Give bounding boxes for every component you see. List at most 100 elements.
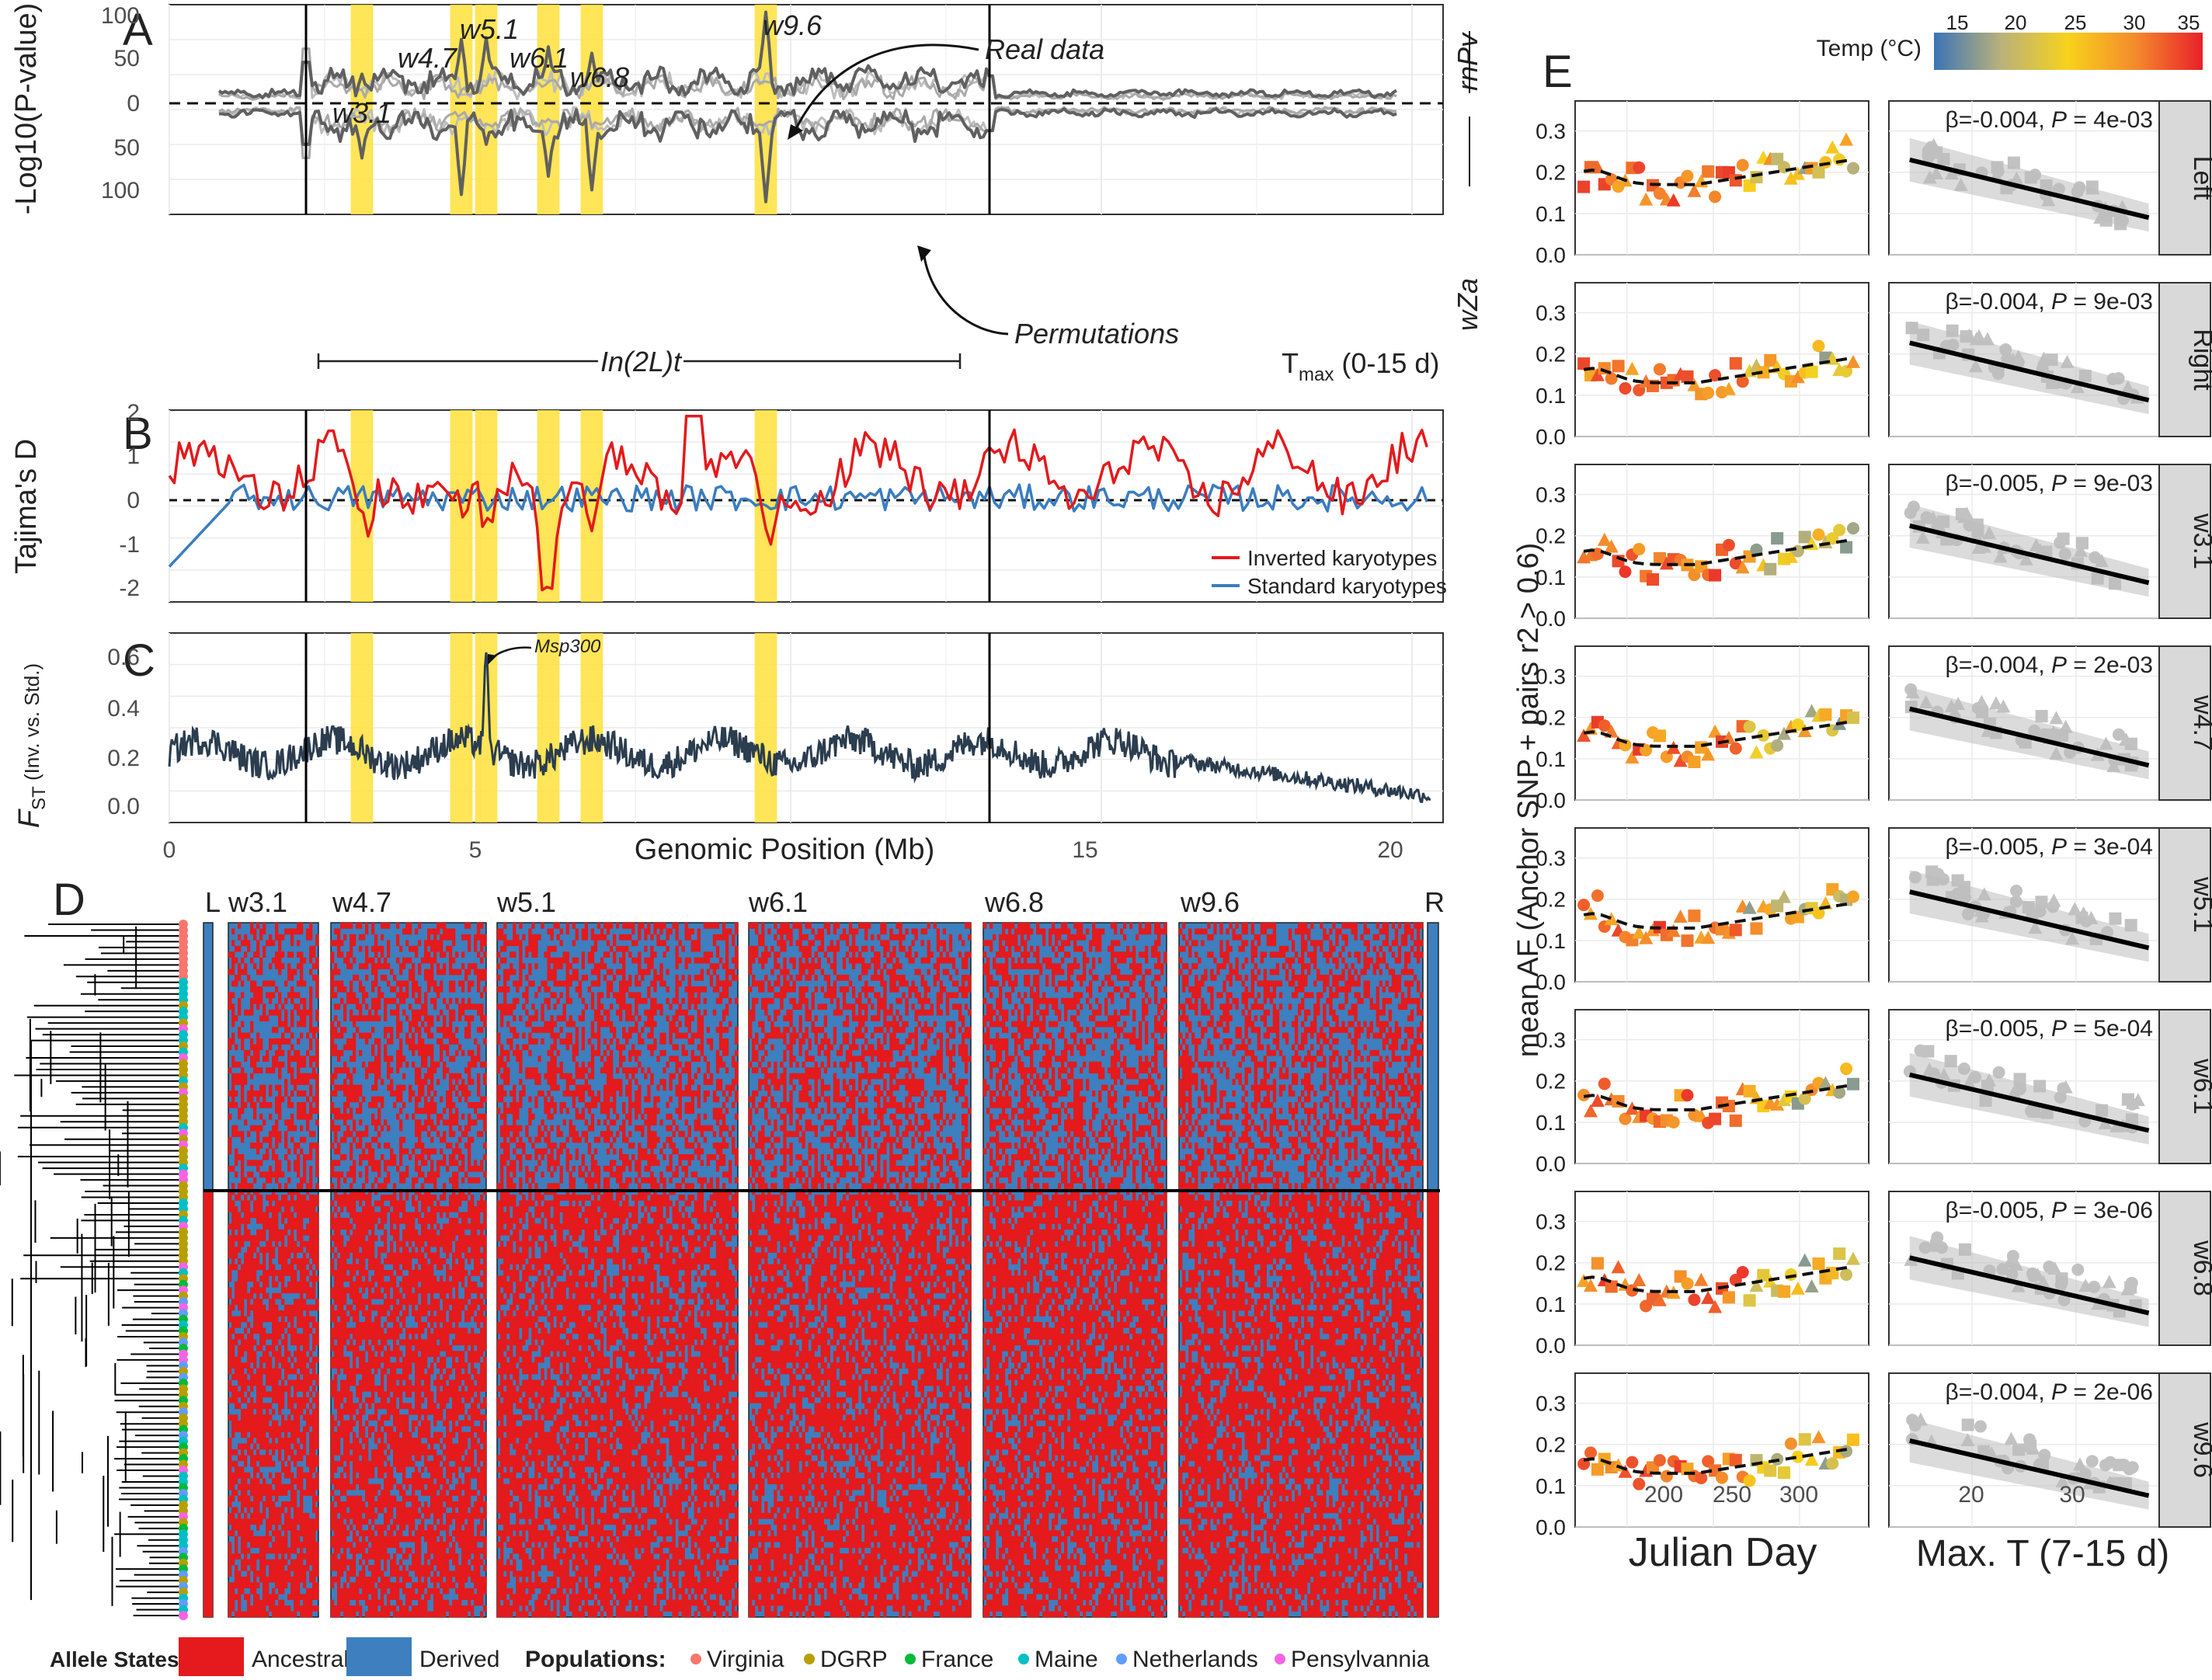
heatmap-cell xyxy=(263,1223,266,1230)
heatmap-cell xyxy=(259,1461,263,1467)
heatmap-cell xyxy=(290,1328,294,1334)
heatmap-cell xyxy=(396,1027,399,1033)
heatmap-cell xyxy=(278,1577,281,1583)
heatmap-cell xyxy=(337,1478,340,1484)
heatmap-cell xyxy=(356,1247,359,1253)
heatmap-cell xyxy=(312,1397,315,1403)
heatmap-cell xyxy=(250,1287,253,1293)
heatmap-cell xyxy=(371,1386,374,1392)
heatmap-cell xyxy=(253,1542,256,1548)
heatmap-cell xyxy=(250,1553,253,1560)
heatmap-cell xyxy=(275,1119,278,1125)
heatmap-cell xyxy=(256,1328,259,1334)
heatmap-cell xyxy=(253,1455,256,1461)
heatmap-cell xyxy=(387,1351,390,1357)
heatmap-cell xyxy=(368,1334,371,1340)
heatmap-cell xyxy=(247,1183,250,1189)
heatmap-cell xyxy=(343,1530,346,1536)
heatmap-cell xyxy=(353,1449,356,1456)
heatmap-cell xyxy=(427,1131,430,1137)
heatmap-cell xyxy=(263,1334,266,1340)
heatmap-cell xyxy=(238,1223,241,1230)
heatmap-cell xyxy=(350,1097,353,1103)
heatmap-cell xyxy=(247,1403,250,1409)
heatmap-cell xyxy=(353,1212,356,1219)
heatmap-cell xyxy=(315,1258,318,1264)
heatmap-cell xyxy=(346,1594,350,1600)
heatmap-cell xyxy=(381,1525,384,1531)
heatmap-cell xyxy=(278,1073,281,1080)
heatmap-cell xyxy=(350,1079,353,1085)
heatmap-cell xyxy=(266,992,269,998)
heatmap-cell xyxy=(415,1287,418,1293)
heatmap-cell xyxy=(356,1235,359,1241)
heatmap-cell xyxy=(415,1570,418,1577)
heatmap-cell xyxy=(275,1473,278,1479)
heatmap-cell xyxy=(303,998,306,1004)
heatmap-cell xyxy=(253,1357,256,1363)
heatmap-cell xyxy=(362,1212,365,1219)
heatmap-cell xyxy=(415,1455,418,1461)
heatmap-cell xyxy=(259,969,263,976)
heatmap-cell xyxy=(300,1449,303,1456)
heatmap-cell xyxy=(263,946,266,952)
heatmap-cell xyxy=(359,1258,362,1264)
heatmap-cell xyxy=(390,1149,393,1155)
heatmap-cell xyxy=(418,1542,421,1548)
panel-b-ytick: 1 xyxy=(127,443,140,469)
heatmap-cell xyxy=(421,1160,424,1166)
heatmap-cell xyxy=(374,1588,377,1595)
heatmap-cell xyxy=(427,986,430,993)
heatmap-cell xyxy=(250,1432,253,1438)
heatmap-cell xyxy=(228,1149,231,1155)
heatmap-cell xyxy=(374,998,377,1004)
heatmap-cell xyxy=(415,1097,418,1103)
heatmap-cell xyxy=(337,1588,340,1595)
heatmap-cell xyxy=(418,1357,421,1363)
heatmap-cell xyxy=(263,1328,266,1334)
heatmap-cell xyxy=(374,1570,377,1577)
heatmap-cell xyxy=(374,1553,377,1560)
heatmap-cell xyxy=(427,1530,430,1536)
heatmap-cell xyxy=(424,1536,427,1543)
heatmap-cell xyxy=(331,958,334,964)
heatmap-cell xyxy=(418,1073,421,1080)
heatmap-cell xyxy=(250,1530,253,1536)
heatmap-cell xyxy=(343,1137,346,1143)
heatmap-cell xyxy=(303,1021,306,1028)
heatmap-cell xyxy=(390,1496,393,1502)
heatmap-cell xyxy=(331,969,334,976)
heatmap-cell xyxy=(340,1530,343,1536)
panel-a-ytick: 0 xyxy=(127,91,140,117)
heatmap-cell xyxy=(331,1212,334,1219)
heatmap-cell xyxy=(235,1386,238,1392)
heatmap-cell xyxy=(297,1264,300,1271)
heatmap-cell xyxy=(315,1230,318,1236)
heatmap-cell xyxy=(235,1548,238,1554)
heatmap-cell xyxy=(266,1282,269,1288)
heatmap-cell xyxy=(244,1455,247,1461)
heatmap-cell xyxy=(250,1345,253,1351)
heatmap-cell xyxy=(303,1241,306,1247)
heatmap-cell xyxy=(353,1137,356,1143)
heatmap-cell xyxy=(275,1397,278,1403)
heatmap-cell xyxy=(371,1588,374,1595)
heatmap-cell xyxy=(290,951,294,958)
heatmap-cell xyxy=(368,1067,371,1073)
heatmap-cell xyxy=(241,1362,244,1369)
heatmap-cell xyxy=(365,1374,368,1380)
heatmap-cell xyxy=(281,1275,284,1282)
heatmap-cell xyxy=(266,1501,269,1508)
heatmap-cell xyxy=(256,1033,259,1039)
heatmap-cell xyxy=(312,1027,315,1033)
heatmap-cell xyxy=(256,1282,259,1288)
heatmap-cell xyxy=(384,1478,387,1484)
heatmap-cell xyxy=(297,1362,300,1369)
heatmap-cell xyxy=(374,1328,377,1334)
heatmap-cell xyxy=(287,1577,290,1583)
heatmap-cell xyxy=(244,1432,247,1438)
heatmap-cell xyxy=(244,1270,247,1276)
heatmap-cell xyxy=(228,1414,231,1421)
heatmap-cell xyxy=(315,1518,318,1525)
heatmap-cell xyxy=(287,1247,290,1253)
